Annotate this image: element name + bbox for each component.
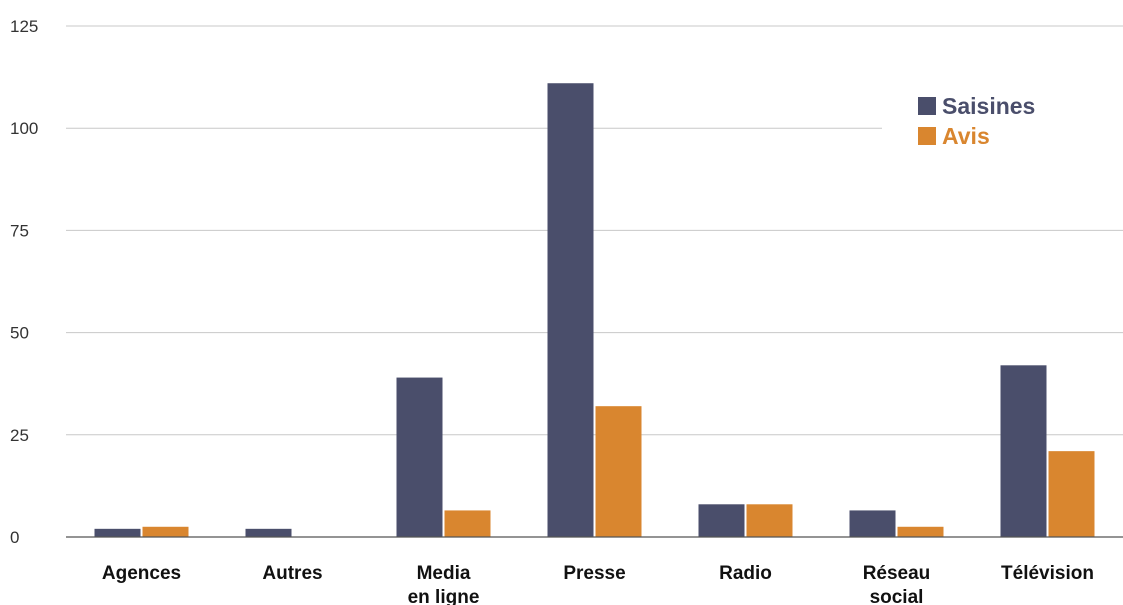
- legend-swatch-avis: [918, 127, 936, 145]
- bar-avis: [1048, 451, 1095, 537]
- x-tick-label: Agences: [102, 563, 181, 584]
- y-axis-ticks: 0 25 50 75 100 125: [10, 17, 38, 547]
- bar-saisines: [1000, 365, 1047, 537]
- x-tick-label: Réseau social: [863, 563, 931, 605]
- bar-saisines: [547, 83, 594, 538]
- x-tick-label: Autres: [262, 563, 322, 584]
- x-axis-ticks: Agences Autres Media en ligne Presse Radio Rés…: [102, 563, 1094, 605]
- bar-avis: [444, 510, 491, 537]
- bar-avis: [897, 526, 944, 537]
- legend: Saisines Avis: [918, 93, 1035, 149]
- x-tick-label: Radio: [719, 563, 772, 584]
- y-tick-label: 125: [10, 17, 38, 36]
- bar-avis: [746, 504, 793, 537]
- bar-avis: [142, 526, 189, 537]
- x-tick-label: Media en ligne: [408, 563, 480, 605]
- bar-avis: [595, 406, 642, 537]
- x-tick-label: Télévision: [1001, 563, 1094, 584]
- bar-saisines: [94, 528, 141, 537]
- legend-swatch-saisines: [918, 97, 936, 115]
- bar-saisines: [849, 510, 896, 537]
- legend-label-avis: Avis: [942, 123, 990, 149]
- y-tick-label: 75: [10, 221, 29, 240]
- y-tick-label: 25: [10, 426, 29, 445]
- gridlines: [66, 25, 1123, 436]
- y-tick-label: 50: [10, 324, 29, 343]
- legend-label-saisines: Saisines: [942, 93, 1035, 119]
- bar-saisines: [698, 504, 745, 537]
- y-tick-label: 0: [10, 528, 19, 547]
- bar-saisines: [396, 377, 443, 537]
- bars: [94, 83, 1095, 538]
- x-tick-label: Presse: [563, 563, 625, 584]
- y-tick-label: 100: [10, 119, 38, 138]
- bar-saisines: [245, 528, 292, 537]
